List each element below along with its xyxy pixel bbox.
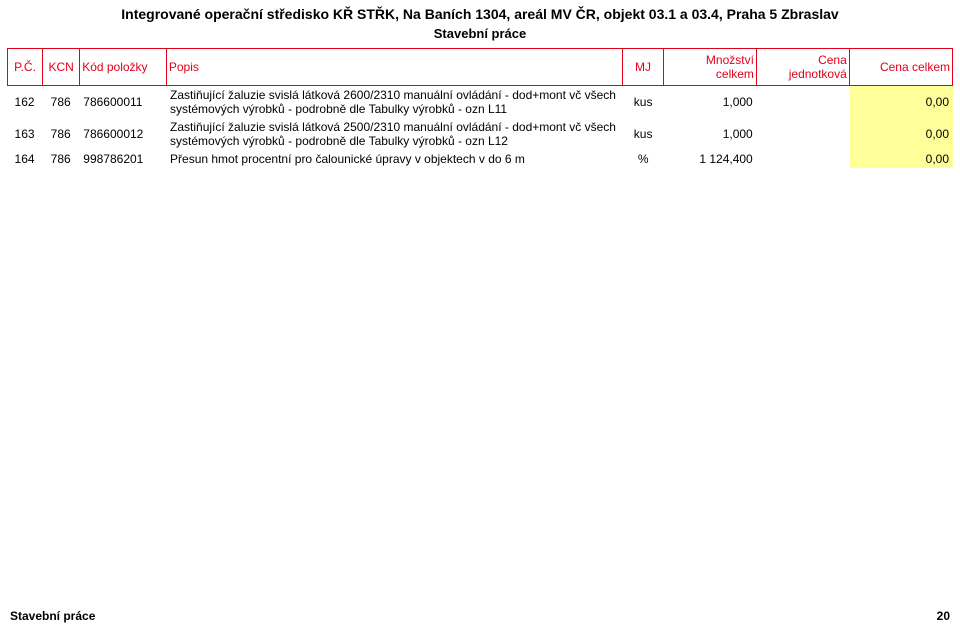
cell-qty: 1,000 <box>664 86 757 118</box>
title-block: Integrované operační středisko KŘ STŘK, … <box>0 0 960 44</box>
cell-mj: kus <box>623 118 664 150</box>
table-row: 163 786 786600012 Zastiňující žaluzie sv… <box>7 118 953 150</box>
col-header-kod: Kód položky <box>80 49 167 86</box>
data-table: 162 786 786600011 Zastiňující žaluzie sv… <box>7 86 953 168</box>
cell-cj <box>757 118 850 150</box>
cell-qty: 1 124,400 <box>664 150 757 168</box>
cell-popis: Přesun hmot procentní pro čalounické úpr… <box>166 150 622 168</box>
col-header-pc: P.Č. <box>8 49 43 86</box>
footer-page-number: 20 <box>937 609 950 623</box>
col-header-cc: Cena celkem <box>849 49 952 86</box>
cell-kcn: 786 <box>42 86 79 118</box>
cell-mj: kus <box>623 86 664 118</box>
col-header-qty: Množství celkem <box>664 49 757 86</box>
column-header-table: P.Č. KCN Kód položky Popis MJ Množství c… <box>7 48 953 86</box>
cell-mj: % <box>623 150 664 168</box>
cell-cc: 0,00 <box>850 150 953 168</box>
cell-pc: 163 <box>7 118 42 150</box>
cell-cc: 0,00 <box>850 118 953 150</box>
document-title-main: Integrované operační středisko KŘ STŘK, … <box>0 4 960 24</box>
cell-popis: Zastiňující žaluzie svislá látková 2500/… <box>166 118 622 150</box>
cell-cc: 0,00 <box>850 86 953 118</box>
col-header-popis: Popis <box>166 49 622 86</box>
table-row: 164 786 998786201 Přesun hmot procentní … <box>7 150 953 168</box>
table-row: 162 786 786600011 Zastiňující žaluzie sv… <box>7 86 953 118</box>
col-header-mj: MJ <box>622 49 663 86</box>
cell-kod: 786600011 <box>79 86 166 118</box>
column-header-row: P.Č. KCN Kód položky Popis MJ Množství c… <box>8 49 953 86</box>
cell-popis: Zastiňující žaluzie svislá látková 2600/… <box>166 86 622 118</box>
cell-pc: 164 <box>7 150 42 168</box>
cell-kod: 998786201 <box>79 150 166 168</box>
col-header-kcn: KCN <box>43 49 80 86</box>
cell-kod: 786600012 <box>79 118 166 150</box>
document-title-sub: Stavební práce <box>0 24 960 44</box>
cell-qty: 1,000 <box>664 118 757 150</box>
cell-kcn: 786 <box>42 118 79 150</box>
cell-cj <box>757 86 850 118</box>
cell-pc: 162 <box>7 86 42 118</box>
col-header-cj: Cena jednotková <box>756 49 849 86</box>
footer-left: Stavební práce <box>10 609 95 623</box>
cell-kcn: 786 <box>42 150 79 168</box>
page-footer: Stavební práce 20 <box>10 609 950 623</box>
cell-cj <box>757 150 850 168</box>
